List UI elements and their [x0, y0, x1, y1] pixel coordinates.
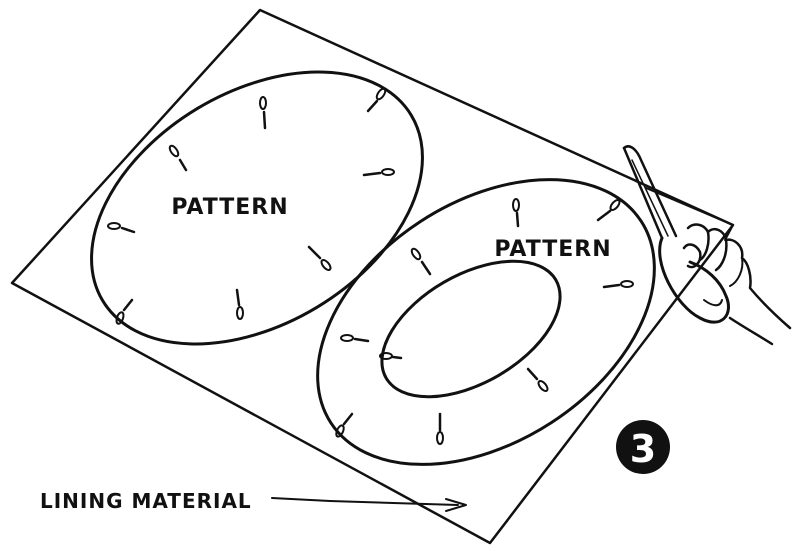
oval-pattern-outline [90, 70, 424, 346]
pin [596, 199, 621, 222]
pin [335, 412, 354, 438]
scissors-blade-upper [622, 145, 678, 238]
pin [362, 168, 395, 177]
pin [340, 334, 370, 343]
pin [235, 288, 244, 320]
ring-pattern-pins [335, 198, 634, 445]
ring-pattern-inner-edge [380, 259, 562, 399]
pin [307, 245, 332, 271]
lining-material-label: LINING MATERIAL [40, 489, 252, 513]
pin [512, 198, 520, 228]
step-badge-circle [616, 420, 670, 474]
ring-pattern: PATTERN [316, 178, 656, 466]
pin [379, 352, 403, 360]
callout-arrow-line [271, 497, 459, 506]
pin [115, 298, 134, 325]
lining-material-callout: LINING MATERIAL [40, 489, 467, 513]
ring-pattern-outer-edge [316, 178, 656, 466]
pin [168, 144, 188, 172]
lifted-sheet-edge [645, 187, 734, 241]
ring-pattern-label: PATTERN [494, 237, 611, 262]
pin [410, 247, 432, 276]
pin [107, 222, 136, 234]
step-number: 3 [630, 427, 656, 471]
step-badge: 3 [616, 420, 670, 474]
pin [602, 280, 634, 289]
callout-arrow-head [445, 498, 467, 512]
pin [526, 367, 549, 392]
scissors-handle [658, 236, 730, 324]
lining-sheet [10, 8, 735, 545]
oval-pattern-pins [107, 87, 395, 325]
hand [686, 223, 792, 330]
scissors-blade-lower [622, 146, 664, 240]
pin [436, 412, 444, 445]
pin [259, 96, 267, 130]
scissors-hand-illustration [622, 145, 792, 346]
pin [366, 87, 387, 113]
oval-pattern-label: PATTERN [171, 195, 288, 220]
oval-pattern: PATTERN [90, 70, 424, 346]
